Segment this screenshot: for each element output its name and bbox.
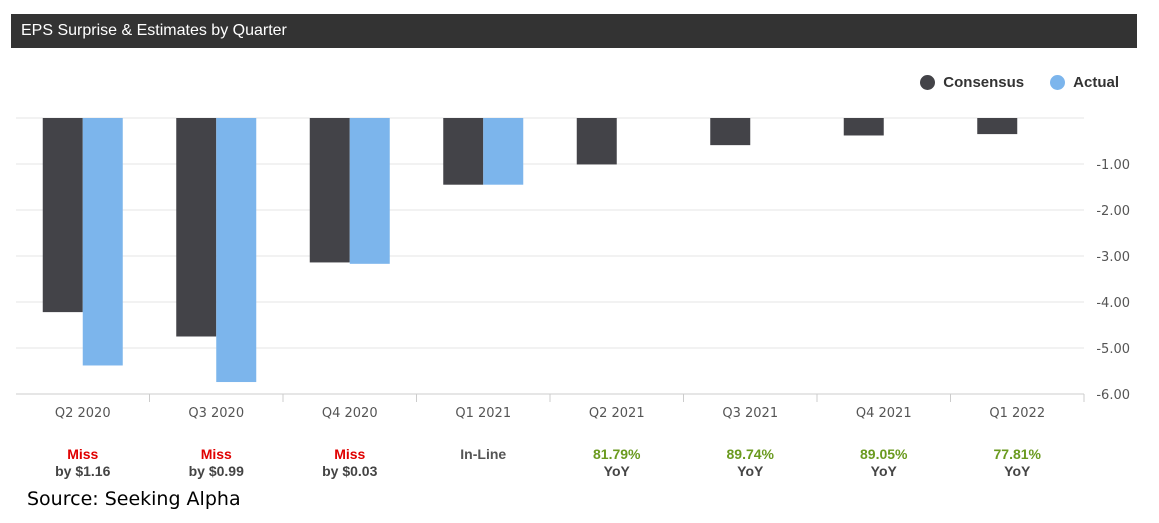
y-tick-label: -6.00 [1096, 388, 1130, 403]
consensus-bar [710, 118, 751, 146]
source-note: Source: Seeking Alpha [27, 488, 241, 510]
x-tick-label: Q2 2020 [55, 406, 111, 421]
chart-title-bar: EPS Surprise & Estimates by Quarter [11, 14, 1137, 48]
consensus-bar [176, 118, 217, 337]
x-tick-label: Q1 2021 [455, 406, 511, 421]
surprise-label: Miss [67, 446, 98, 462]
y-tick-label: -1.00 [1096, 158, 1130, 173]
consensus-bar [309, 118, 350, 263]
x-tick-label: Q4 2021 [856, 406, 912, 421]
legend-dot-consensus [920, 75, 936, 90]
y-tick-label: -4.00 [1096, 296, 1130, 311]
surprise-label: 89.74% [727, 446, 775, 462]
surprise-label: 77.81% [994, 446, 1042, 462]
x-tick-label: Q1 2022 [989, 406, 1045, 421]
surprise-detail: YoY [737, 463, 764, 479]
actual-bar [82, 118, 123, 366]
surprise-detail: by $0.03 [322, 463, 377, 479]
consensus-bar [443, 118, 484, 185]
actual-bar [349, 118, 390, 264]
legend-label-actual: Actual [1073, 74, 1119, 91]
y-tick-label: -5.00 [1096, 342, 1130, 357]
consensus-bar [977, 118, 1018, 135]
y-tick-label: -2.00 [1096, 204, 1130, 219]
surprise-label: Miss [334, 446, 365, 462]
consensus-bar [42, 118, 83, 313]
surprise-detail: YoY [871, 463, 898, 479]
legend-item-actual[interactable]: Actual [1050, 74, 1119, 91]
surprise-detail: by $0.99 [189, 463, 244, 479]
surprise-detail: YoY [604, 463, 631, 479]
surprise-label: 89.05% [860, 446, 908, 462]
consensus-bar [576, 118, 617, 165]
surprise-label: 81.79% [593, 446, 641, 462]
legend-dot-actual [1050, 75, 1066, 90]
actual-bar [216, 118, 257, 383]
x-tick-label: Q3 2020 [188, 406, 244, 421]
consensus-bar [843, 118, 884, 136]
surprise-label: Miss [201, 446, 232, 462]
legend-item-consensus[interactable]: Consensus [920, 74, 1024, 91]
surprise-detail: by $1.16 [55, 463, 110, 479]
chart-title: EPS Surprise & Estimates by Quarter [21, 22, 287, 39]
chart-legend: Consensus Actual [920, 74, 1119, 91]
y-tick-label: -3.00 [1096, 250, 1130, 265]
actual-bar [483, 118, 524, 185]
surprise-detail: YoY [1004, 463, 1031, 479]
x-tick-label: Q4 2020 [322, 406, 378, 421]
x-tick-label: Q3 2021 [722, 406, 778, 421]
legend-label-consensus: Consensus [943, 74, 1025, 91]
x-tick-label: Q2 2021 [589, 406, 645, 421]
surprise-label: In-Line [460, 446, 506, 462]
